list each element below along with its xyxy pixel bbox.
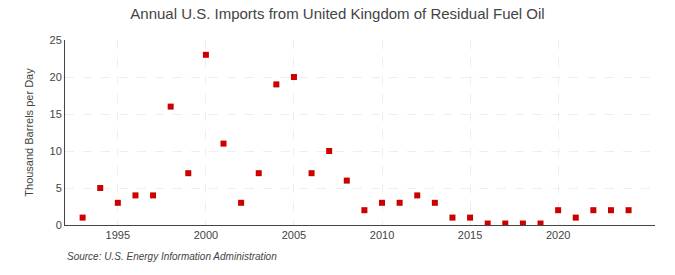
svg-text:2020: 2020 (546, 229, 570, 241)
svg-text:0: 0 (56, 219, 62, 231)
svg-text:2010: 2010 (370, 229, 394, 241)
svg-text:2005: 2005 (282, 229, 306, 241)
svg-text:5: 5 (56, 182, 62, 194)
svg-text:Annual U.S. Imports from Unite: Annual U.S. Imports from United Kingdom … (130, 5, 544, 22)
svg-text:Source: U.S. Energy Informatio: Source: U.S. Energy Information Administ… (67, 251, 277, 262)
svg-text:25: 25 (50, 34, 62, 46)
svg-text:2015: 2015 (458, 229, 482, 241)
svg-text:Thousand Barrels per Day: Thousand Barrels per Day (23, 68, 35, 197)
svg-text:20: 20 (50, 71, 62, 83)
svg-text:15: 15 (50, 108, 62, 120)
svg-text:2000: 2000 (194, 229, 218, 241)
svg-text:1995: 1995 (106, 229, 130, 241)
svg-text:10: 10 (50, 145, 62, 157)
